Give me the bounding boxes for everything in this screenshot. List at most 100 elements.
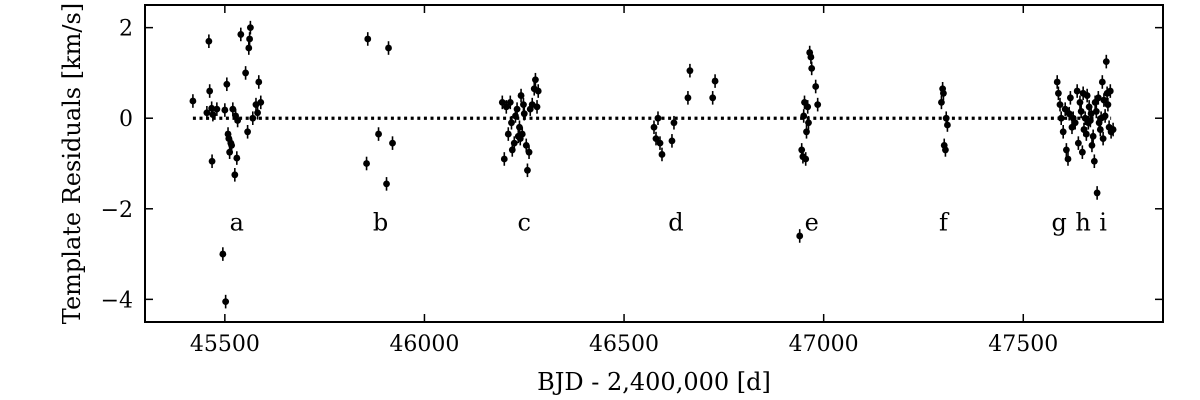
point-marker [203,109,211,117]
point-marker [520,101,527,109]
point-marker [652,135,660,142]
y-tick-label: −2 [101,198,133,223]
data-point [231,168,239,182]
point-marker [244,128,251,136]
point-marker [516,123,523,131]
point-marker [209,111,217,118]
data-point [389,136,396,150]
point-marker [228,141,236,149]
point-marker [804,103,812,111]
data-point [803,125,810,139]
data-point [242,66,250,80]
point-marker [363,160,370,167]
data-point [518,127,526,141]
data-point [1089,129,1097,144]
point-marker [800,112,808,120]
data-point [802,152,810,166]
data-point [1071,115,1079,130]
x-tick-label: 45500 [190,332,260,357]
point-marker [1071,119,1079,127]
point-marker [254,109,261,117]
point-marker [364,35,372,43]
point-marker [513,105,521,113]
data-point [209,107,217,122]
point-marker [798,146,806,154]
data-point [246,20,254,35]
data-point [206,84,214,98]
data-point [189,94,197,108]
point-marker [1073,87,1081,95]
point-marker [942,146,949,154]
point-marker [684,94,692,102]
data-point [233,151,241,165]
point-marker [807,53,815,61]
data-point [1090,154,1098,169]
y-axis-title: Template Residuals [km/s] [58,3,86,324]
data-point [498,95,506,110]
data-point [940,86,947,101]
data-point [363,156,370,171]
data-point [942,143,949,157]
data-point [944,118,951,132]
data-point [221,103,229,117]
point-marker [1077,108,1085,115]
point-marker [1082,130,1090,138]
data-point [508,115,515,130]
data-points-layer [189,20,1117,309]
data-point [1104,97,1112,112]
point-marker [709,94,717,102]
point-marker [1062,146,1070,154]
group-label-g: g [1052,208,1067,236]
data-point [1065,106,1073,121]
point-marker [1100,96,1108,104]
group-label-c: c [518,208,531,236]
data-point [800,109,808,123]
point-marker [517,92,525,99]
point-marker [1094,94,1102,102]
point-marker [375,130,382,138]
data-point [532,72,539,87]
data-point [517,88,525,103]
y-tick-label: 2 [119,17,133,42]
point-marker [508,119,515,127]
data-point [1056,97,1064,112]
point-marker [510,139,518,147]
point-marker [711,77,719,85]
data-point [237,27,245,42]
point-marker [385,44,392,52]
data-point [504,127,512,141]
point-marker [533,103,541,111]
point-marker [206,87,214,95]
group-label-f: f [939,208,950,236]
x-tick-label: 46000 [389,332,459,357]
point-marker [1066,94,1074,102]
point-marker [1099,135,1107,142]
point-marker [534,87,542,95]
point-marker [506,98,514,106]
data-point [383,177,390,191]
data-point [686,63,694,78]
point-marker [233,154,241,162]
point-marker [229,105,237,113]
point-marker [802,155,810,163]
data-point [1100,93,1108,107]
data-point [502,100,510,114]
point-marker [1090,157,1098,165]
point-marker [500,155,508,163]
point-marker [1088,141,1096,149]
data-point [938,95,945,110]
point-marker [1076,98,1084,106]
data-point [658,147,666,162]
y-tick-label: −4 [101,288,133,313]
point-marker [249,114,257,122]
data-point [1059,125,1067,139]
data-point [1094,91,1102,105]
point-marker [1102,58,1110,66]
point-marker [504,130,512,138]
data-point [1055,86,1062,101]
point-marker [654,114,662,122]
data-point [1062,143,1070,157]
point-marker [1104,101,1112,109]
data-point [1106,84,1114,98]
data-point [1092,104,1100,119]
